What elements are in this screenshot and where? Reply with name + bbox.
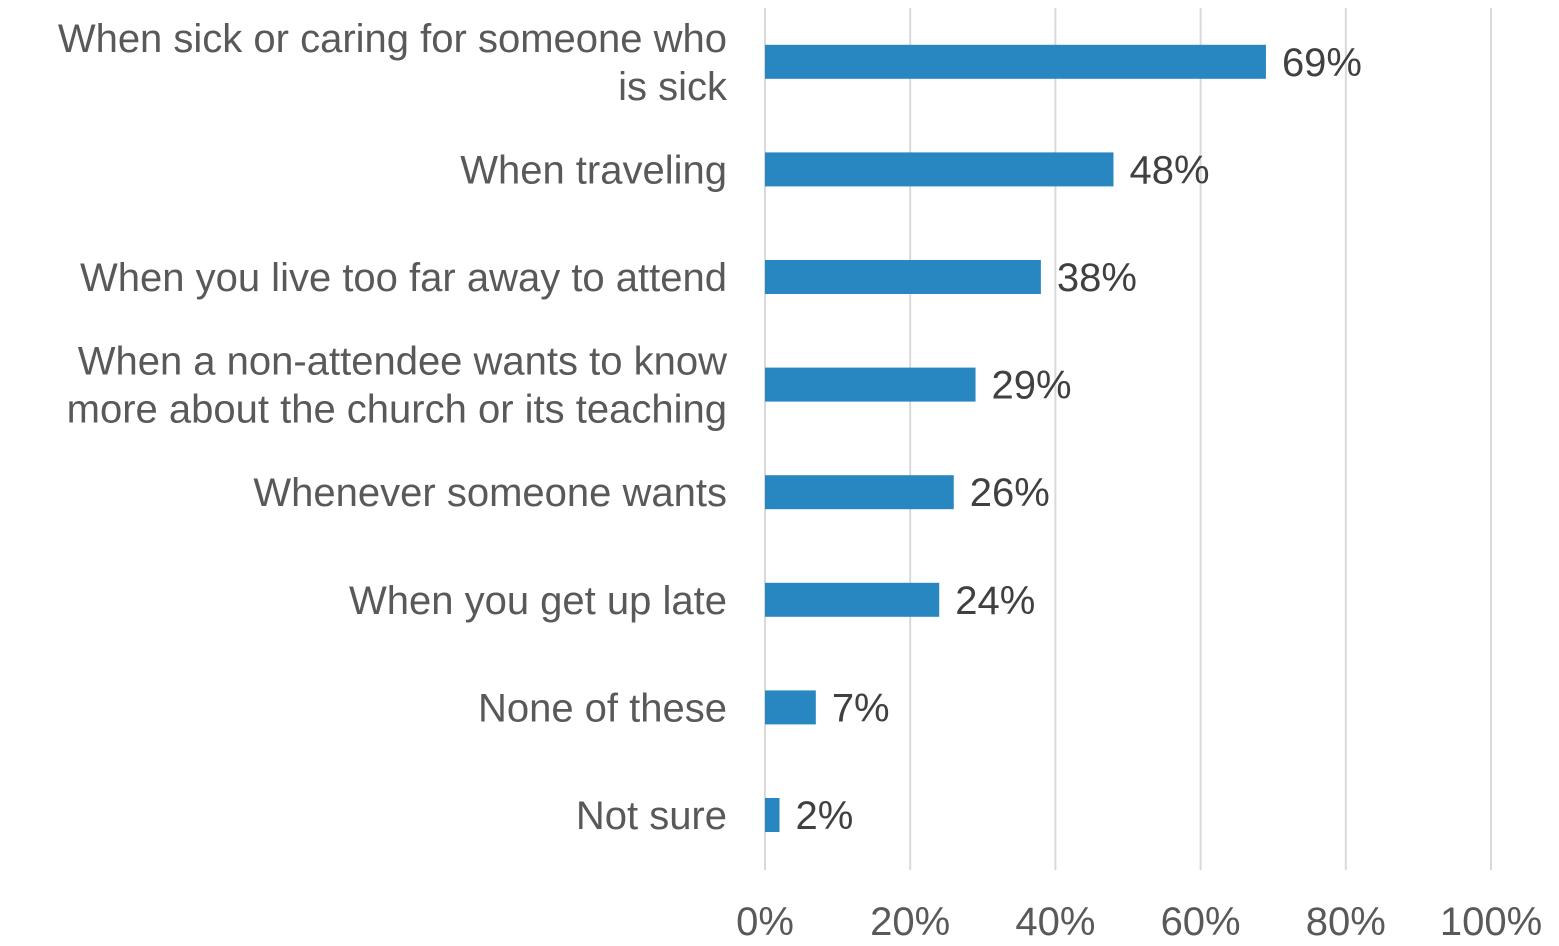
bar-6: [765, 690, 816, 725]
category-label-7: Not sure: [576, 794, 727, 838]
category-label-3: When a non-attendee wants to know more ab…: [67, 340, 727, 432]
bar-7: [765, 798, 780, 832]
category-label-line: When you live too far away to attend: [80, 256, 727, 300]
category-label-line: When you get up late: [349, 579, 727, 623]
x-tick-label-40: 40%: [1015, 900, 1095, 941]
data-label-3: 29%: [992, 364, 1072, 408]
bar-0: [765, 44, 1266, 79]
category-label-line: When a non-attendee wants to know: [78, 340, 727, 384]
data-label-7: 2%: [796, 794, 854, 838]
x-tick-label-0: 0%: [736, 900, 794, 941]
x-tick-label-100: 100%: [1440, 900, 1542, 941]
category-label-line: more about the church or its teaching: [67, 388, 727, 432]
category-label-1: When traveling: [460, 148, 727, 192]
category-label-line: is sick: [618, 65, 728, 109]
gridlines: [764, 8, 1492, 870]
category-label-line: Whenever someone wants: [253, 471, 727, 515]
category-label-6: None of these: [478, 686, 727, 730]
category-label-line: When sick or caring for someone who: [58, 17, 727, 61]
bar-1: [765, 152, 1114, 187]
x-axis-tick-labels: 0% 20% 40% 60% 80% 100%: [736, 900, 1542, 944]
x-tick-label-20: 20%: [870, 900, 950, 941]
data-label-4: 26%: [970, 471, 1050, 515]
bar-5: [765, 582, 940, 617]
bar-4: [765, 475, 954, 510]
category-label-line: None of these: [478, 686, 727, 730]
category-label-line: When traveling: [460, 148, 727, 192]
bar-2: [765, 260, 1041, 294]
category-label-0: When sick or caring for someone who is si…: [58, 17, 728, 109]
category-label-2: When you live too far away to attend: [80, 256, 727, 300]
data-label-6: 7%: [832, 686, 890, 730]
category-label-5: When you get up late: [349, 579, 727, 623]
data-labels: 69% 48% 38% 29% 26% 24% 7% 2%: [796, 41, 1362, 838]
data-label-1: 48%: [1129, 148, 1209, 192]
x-tick-label-60: 60%: [1161, 900, 1241, 941]
data-label-5: 24%: [955, 579, 1035, 623]
category-label-4: Whenever someone wants: [253, 471, 727, 515]
x-tick-label-80: 80%: [1306, 900, 1386, 941]
bars: [765, 44, 1266, 832]
data-label-0: 69%: [1282, 41, 1362, 85]
category-label-line: Not sure: [576, 794, 727, 838]
data-label-2: 38%: [1057, 256, 1137, 300]
category-labels: When sick or caring for someone who is si…: [58, 17, 728, 838]
bar-3: [765, 367, 976, 402]
